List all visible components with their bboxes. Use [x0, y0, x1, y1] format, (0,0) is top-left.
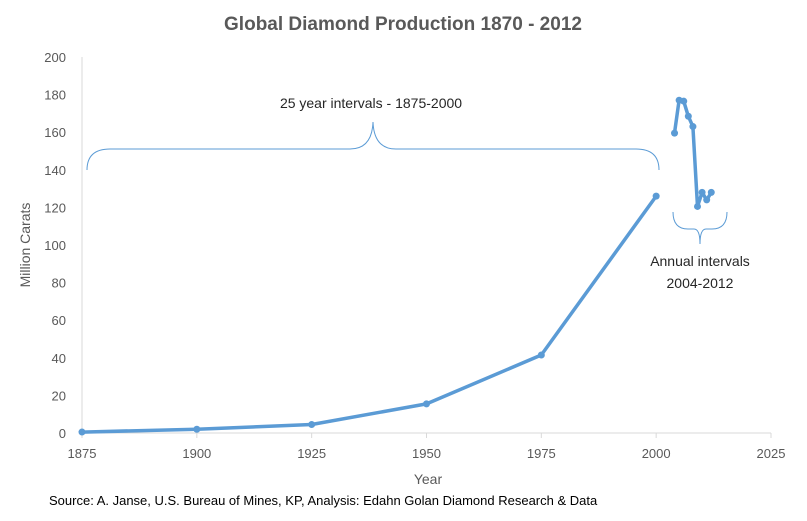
x-tick-label: 2025 — [757, 446, 786, 461]
data-point — [537, 351, 545, 359]
y-axis-title: Million Carats — [17, 203, 33, 288]
y-tick-label: 0 — [59, 426, 66, 441]
right-brace-label-line2: 2004-2012 — [667, 275, 734, 291]
x-tick-label: 1875 — [68, 446, 97, 461]
data-point — [689, 123, 697, 131]
y-tick-label: 20 — [52, 388, 66, 403]
series-line-2 — [672, 98, 714, 209]
y-tick-label: 80 — [52, 276, 66, 291]
source-note: Source: A. Janse, U.S. Bureau of Mines, … — [49, 493, 598, 508]
series-line-1 — [80, 194, 658, 434]
right-brace-label-line1: Annual intervals — [650, 253, 750, 269]
data-point — [652, 192, 660, 200]
y-tick-label: 180 — [44, 88, 66, 103]
data-point — [78, 428, 86, 436]
x-tick-label: 1900 — [182, 446, 211, 461]
left-brace-label: 25 year intervals - 1875-2000 — [280, 95, 462, 111]
y-tick-label: 200 — [44, 50, 66, 65]
data-point — [193, 425, 201, 433]
chart-title: Global Diamond Production 1870 - 2012 — [224, 14, 582, 35]
data-point — [698, 188, 706, 196]
right-brace — [672, 211, 728, 245]
data-point — [703, 196, 711, 204]
x-tick-label: 2000 — [642, 446, 671, 461]
x-tick-label: 1950 — [412, 446, 441, 461]
y-tick-label: 40 — [52, 351, 66, 366]
data-point — [308, 421, 316, 429]
y-tick-label: 160 — [44, 125, 66, 140]
data-point — [684, 112, 692, 120]
x-tick-label: 1975 — [527, 446, 556, 461]
data-point — [680, 97, 688, 105]
y-tick-label: 140 — [44, 163, 66, 178]
series-group — [78, 96, 715, 436]
x-axis-title: Year — [414, 471, 443, 487]
y-tick-label: 60 — [52, 313, 66, 328]
x-tick-label: 1925 — [297, 446, 326, 461]
data-point — [671, 129, 679, 137]
y-tick-label: 100 — [44, 238, 66, 253]
data-point — [694, 202, 702, 210]
x-axis-ticks: 1875 1900 1925 1950 1975 2000 2025 — [68, 433, 786, 461]
y-tick-label: 120 — [44, 200, 66, 215]
y-axis-ticks: 0 20 40 60 80 100 120 140 160 180 200 — [44, 50, 66, 441]
data-point — [423, 400, 430, 408]
left-brace — [86, 121, 660, 171]
data-point — [707, 188, 715, 196]
